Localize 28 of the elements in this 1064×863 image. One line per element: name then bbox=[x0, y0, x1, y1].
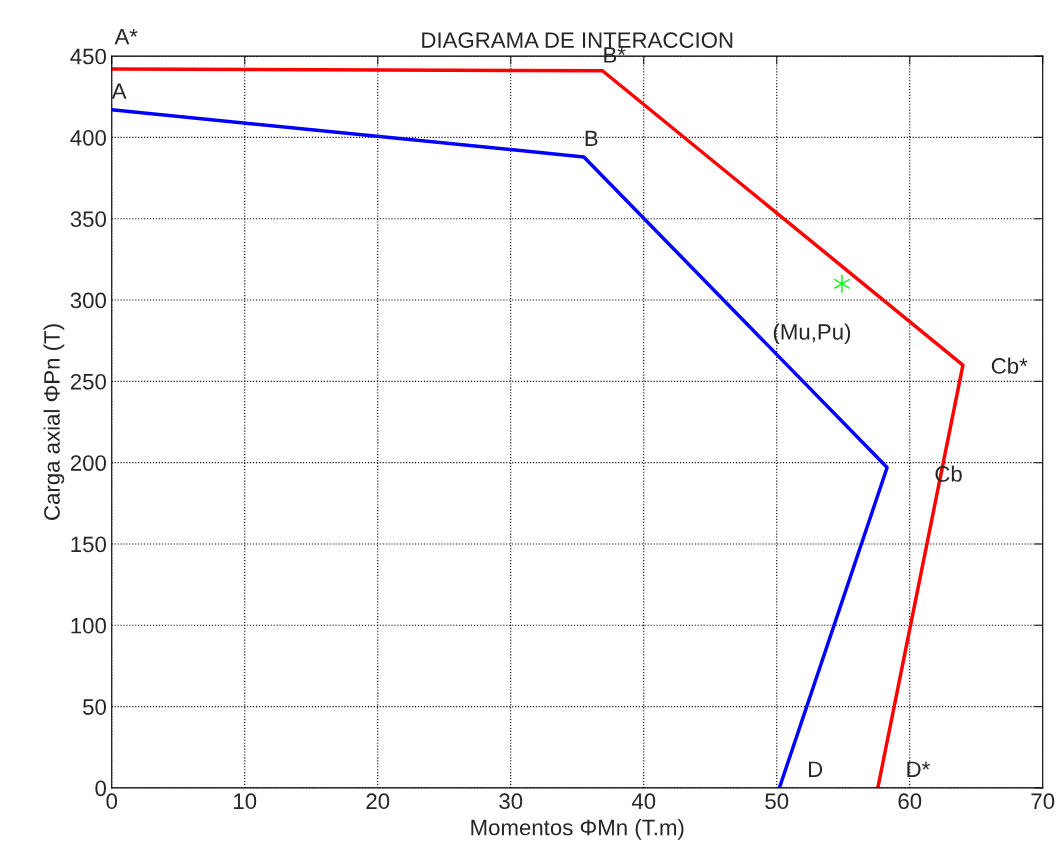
y-tick-label: 200 bbox=[70, 455, 106, 471]
annotation: A* bbox=[114, 29, 138, 45]
y-tick-label: 350 bbox=[70, 211, 106, 227]
x-tick-label: 30 bbox=[499, 793, 523, 810]
annotation: (Mu,Pu) bbox=[773, 323, 851, 345]
y-tick-label: 250 bbox=[70, 373, 106, 390]
x-tick-label: 10 bbox=[234, 793, 257, 810]
x-tick-label: 0 bbox=[106, 793, 118, 810]
y-tick-label: 100 bbox=[71, 617, 106, 634]
annotation: Cb* bbox=[991, 357, 1028, 374]
y-tick-label: 0 bbox=[95, 780, 106, 797]
x-tick-label: 70 bbox=[1031, 793, 1055, 810]
annotation: A bbox=[111, 83, 127, 99]
x-tick-label: 60 bbox=[898, 793, 922, 810]
x-tick-label: 20 bbox=[366, 793, 390, 810]
y-axis-title: Carga axial ΦPn (T) bbox=[43, 324, 65, 520]
annotation: D bbox=[808, 761, 823, 777]
annotation: D* bbox=[907, 761, 930, 777]
y-tick-label: 50 bbox=[83, 699, 106, 715]
y-tick-label: 450 bbox=[70, 48, 106, 65]
x-axis-title: Momentos ΦMn (T.m) bbox=[471, 819, 684, 840]
y-tick-label: 400 bbox=[70, 129, 106, 146]
annotation: B bbox=[585, 130, 598, 146]
x-tick-label: 50 bbox=[765, 793, 789, 810]
chart-title: DIAGRAMA DE INTERACCION bbox=[422, 32, 733, 48]
y-tick-label: 150 bbox=[71, 536, 106, 553]
y-tick-label: 300 bbox=[70, 292, 106, 309]
x-tick-label: 40 bbox=[631, 793, 656, 810]
